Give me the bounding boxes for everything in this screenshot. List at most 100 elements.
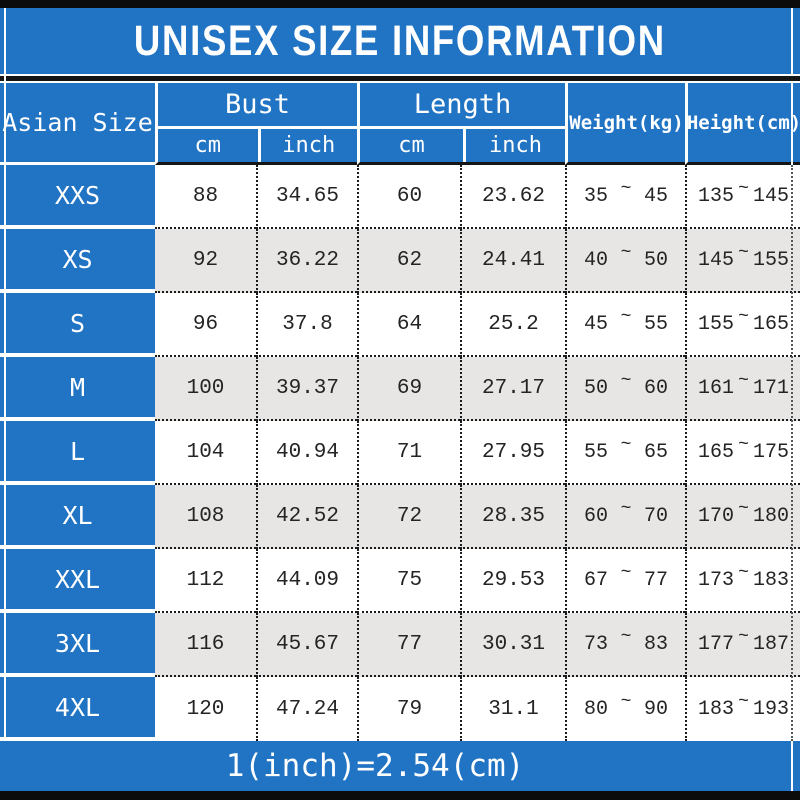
weight-max: 60 xyxy=(643,376,668,400)
length-inch-cell: 27.17 xyxy=(460,357,565,421)
column-header-length: Length xyxy=(360,83,565,129)
height-range-cell: 145 ~155 xyxy=(685,229,800,293)
seam-line xyxy=(791,165,795,741)
weight-max: 55 xyxy=(643,312,668,336)
weight-min: 67 xyxy=(584,568,609,592)
weight-max: 50 xyxy=(643,248,668,272)
table-row: 4XL 120 47.24 79 31.1 80 ~90 183 ~193 xyxy=(0,677,800,741)
length-inch-cell: 30.31 xyxy=(460,613,565,677)
tilde-separator: ~ xyxy=(620,563,632,583)
weight-min: 45 xyxy=(584,312,609,336)
height-min: 155 xyxy=(698,312,735,336)
weight-max: 83 xyxy=(643,632,668,656)
tilde-separator: ~ xyxy=(620,307,632,327)
tilde-separator: ~ xyxy=(738,371,749,391)
length-cm-cell: 69 xyxy=(357,357,460,421)
weight-max: 65 xyxy=(643,440,668,464)
weight-range-cell: 60 ~70 xyxy=(565,485,685,549)
height-max: 183 xyxy=(752,568,789,592)
bust-cm-cell: 92 xyxy=(155,229,256,293)
size-cell: XXL xyxy=(0,549,155,613)
bust-inch-cell: 44.09 xyxy=(256,549,357,613)
length-cm-cell: 62 xyxy=(357,229,460,293)
top-border-bar xyxy=(0,0,800,8)
height-min: 135 xyxy=(698,184,735,208)
table-header: Asian Size Bust cm inch Length cm inch W… xyxy=(0,83,800,165)
size-cell: 3XL xyxy=(0,613,155,677)
length-cm-cell: 60 xyxy=(357,165,460,229)
height-range-cell: 170 ~180 xyxy=(685,485,800,549)
bust-cm-cell: 104 xyxy=(155,421,256,485)
seam-line xyxy=(791,83,793,165)
size-cell: XL xyxy=(0,485,155,549)
size-cell: S xyxy=(0,293,155,357)
weight-min: 55 xyxy=(584,440,609,464)
weight-max: 45 xyxy=(643,184,668,208)
table-row: L 104 40.94 71 27.95 55 ~65 165 ~175 xyxy=(0,421,800,485)
size-cell: L xyxy=(0,421,155,485)
weight-range-cell: 40 ~50 xyxy=(565,229,685,293)
size-table: Asian Size Bust cm inch Length cm inch W… xyxy=(0,83,800,741)
seam-line xyxy=(791,741,793,791)
bust-inch-cell: 34.65 xyxy=(256,165,357,229)
length-cm-cell: 72 xyxy=(357,485,460,549)
height-range-cell: 165 ~175 xyxy=(685,421,800,485)
weight-min: 73 xyxy=(584,632,609,656)
length-inch-cell: 29.53 xyxy=(460,549,565,613)
size-cell: XXS xyxy=(0,165,155,229)
bust-cm-cell: 88 xyxy=(155,165,256,229)
length-cm-cell: 77 xyxy=(357,613,460,677)
column-header-height: Height(cm) xyxy=(685,83,800,165)
tilde-separator: ~ xyxy=(620,243,632,263)
height-max: 155 xyxy=(752,248,789,272)
bust-inch-cell: 42.52 xyxy=(256,485,357,549)
weight-min: 60 xyxy=(584,504,609,528)
height-min: 183 xyxy=(698,697,735,721)
seam-line xyxy=(4,8,6,740)
table-body: XXS 88 34.65 60 23.62 35 ~45 135 ~145 XS 9… xyxy=(0,165,800,741)
weight-range-cell: 80 ~90 xyxy=(565,677,685,741)
bust-cm-cell: 112 xyxy=(155,549,256,613)
table-row: XXS 88 34.65 60 23.62 35 ~45 135 ~145 xyxy=(0,165,800,229)
height-min: 161 xyxy=(698,376,735,400)
bust-inch-cell: 40.94 xyxy=(256,421,357,485)
bust-cm-cell: 100 xyxy=(155,357,256,421)
seam-line xyxy=(791,8,793,74)
column-header-length-inch: inch xyxy=(463,129,565,162)
tilde-separator: ~ xyxy=(620,435,632,455)
tilde-separator: ~ xyxy=(738,243,749,263)
weight-min: 40 xyxy=(584,248,609,272)
bust-inch-cell: 39.37 xyxy=(256,357,357,421)
divider xyxy=(0,74,800,76)
height-min: 177 xyxy=(698,632,735,656)
tilde-separator: ~ xyxy=(738,627,749,647)
weight-min: 50 xyxy=(584,376,609,400)
height-max: 180 xyxy=(752,504,789,528)
length-cm-cell: 79 xyxy=(357,677,460,741)
tilde-separator: ~ xyxy=(738,692,749,712)
column-group-bust: Bust cm inch xyxy=(155,83,357,165)
table-row: M 100 39.37 69 27.17 50 ~60 161 ~171 xyxy=(0,357,800,421)
weight-max: 77 xyxy=(643,568,668,592)
column-header-length-cm: cm xyxy=(360,129,463,162)
height-min: 145 xyxy=(698,248,735,272)
weight-range-cell: 45 ~55 xyxy=(565,293,685,357)
weight-range-cell: 35 ~45 xyxy=(565,165,685,229)
size-cell: M xyxy=(0,357,155,421)
tilde-separator: ~ xyxy=(738,499,749,519)
weight-range-cell: 55 ~65 xyxy=(565,421,685,485)
height-max: 145 xyxy=(752,184,789,208)
length-inch-cell: 23.62 xyxy=(460,165,565,229)
size-cell: 4XL xyxy=(0,677,155,741)
page-title: UNISEX SIZE INFORMATION xyxy=(134,16,666,65)
bust-cm-cell: 96 xyxy=(155,293,256,357)
column-header-bust-inch: inch xyxy=(257,129,357,162)
height-max: 171 xyxy=(752,376,789,400)
title-banner: UNISEX SIZE INFORMATION xyxy=(0,8,800,74)
divider xyxy=(0,81,800,83)
column-header-bust-cm: cm xyxy=(158,129,258,162)
column-header-bust: Bust xyxy=(158,83,357,129)
weight-min: 35 xyxy=(584,184,609,208)
length-cm-cell: 71 xyxy=(357,421,460,485)
